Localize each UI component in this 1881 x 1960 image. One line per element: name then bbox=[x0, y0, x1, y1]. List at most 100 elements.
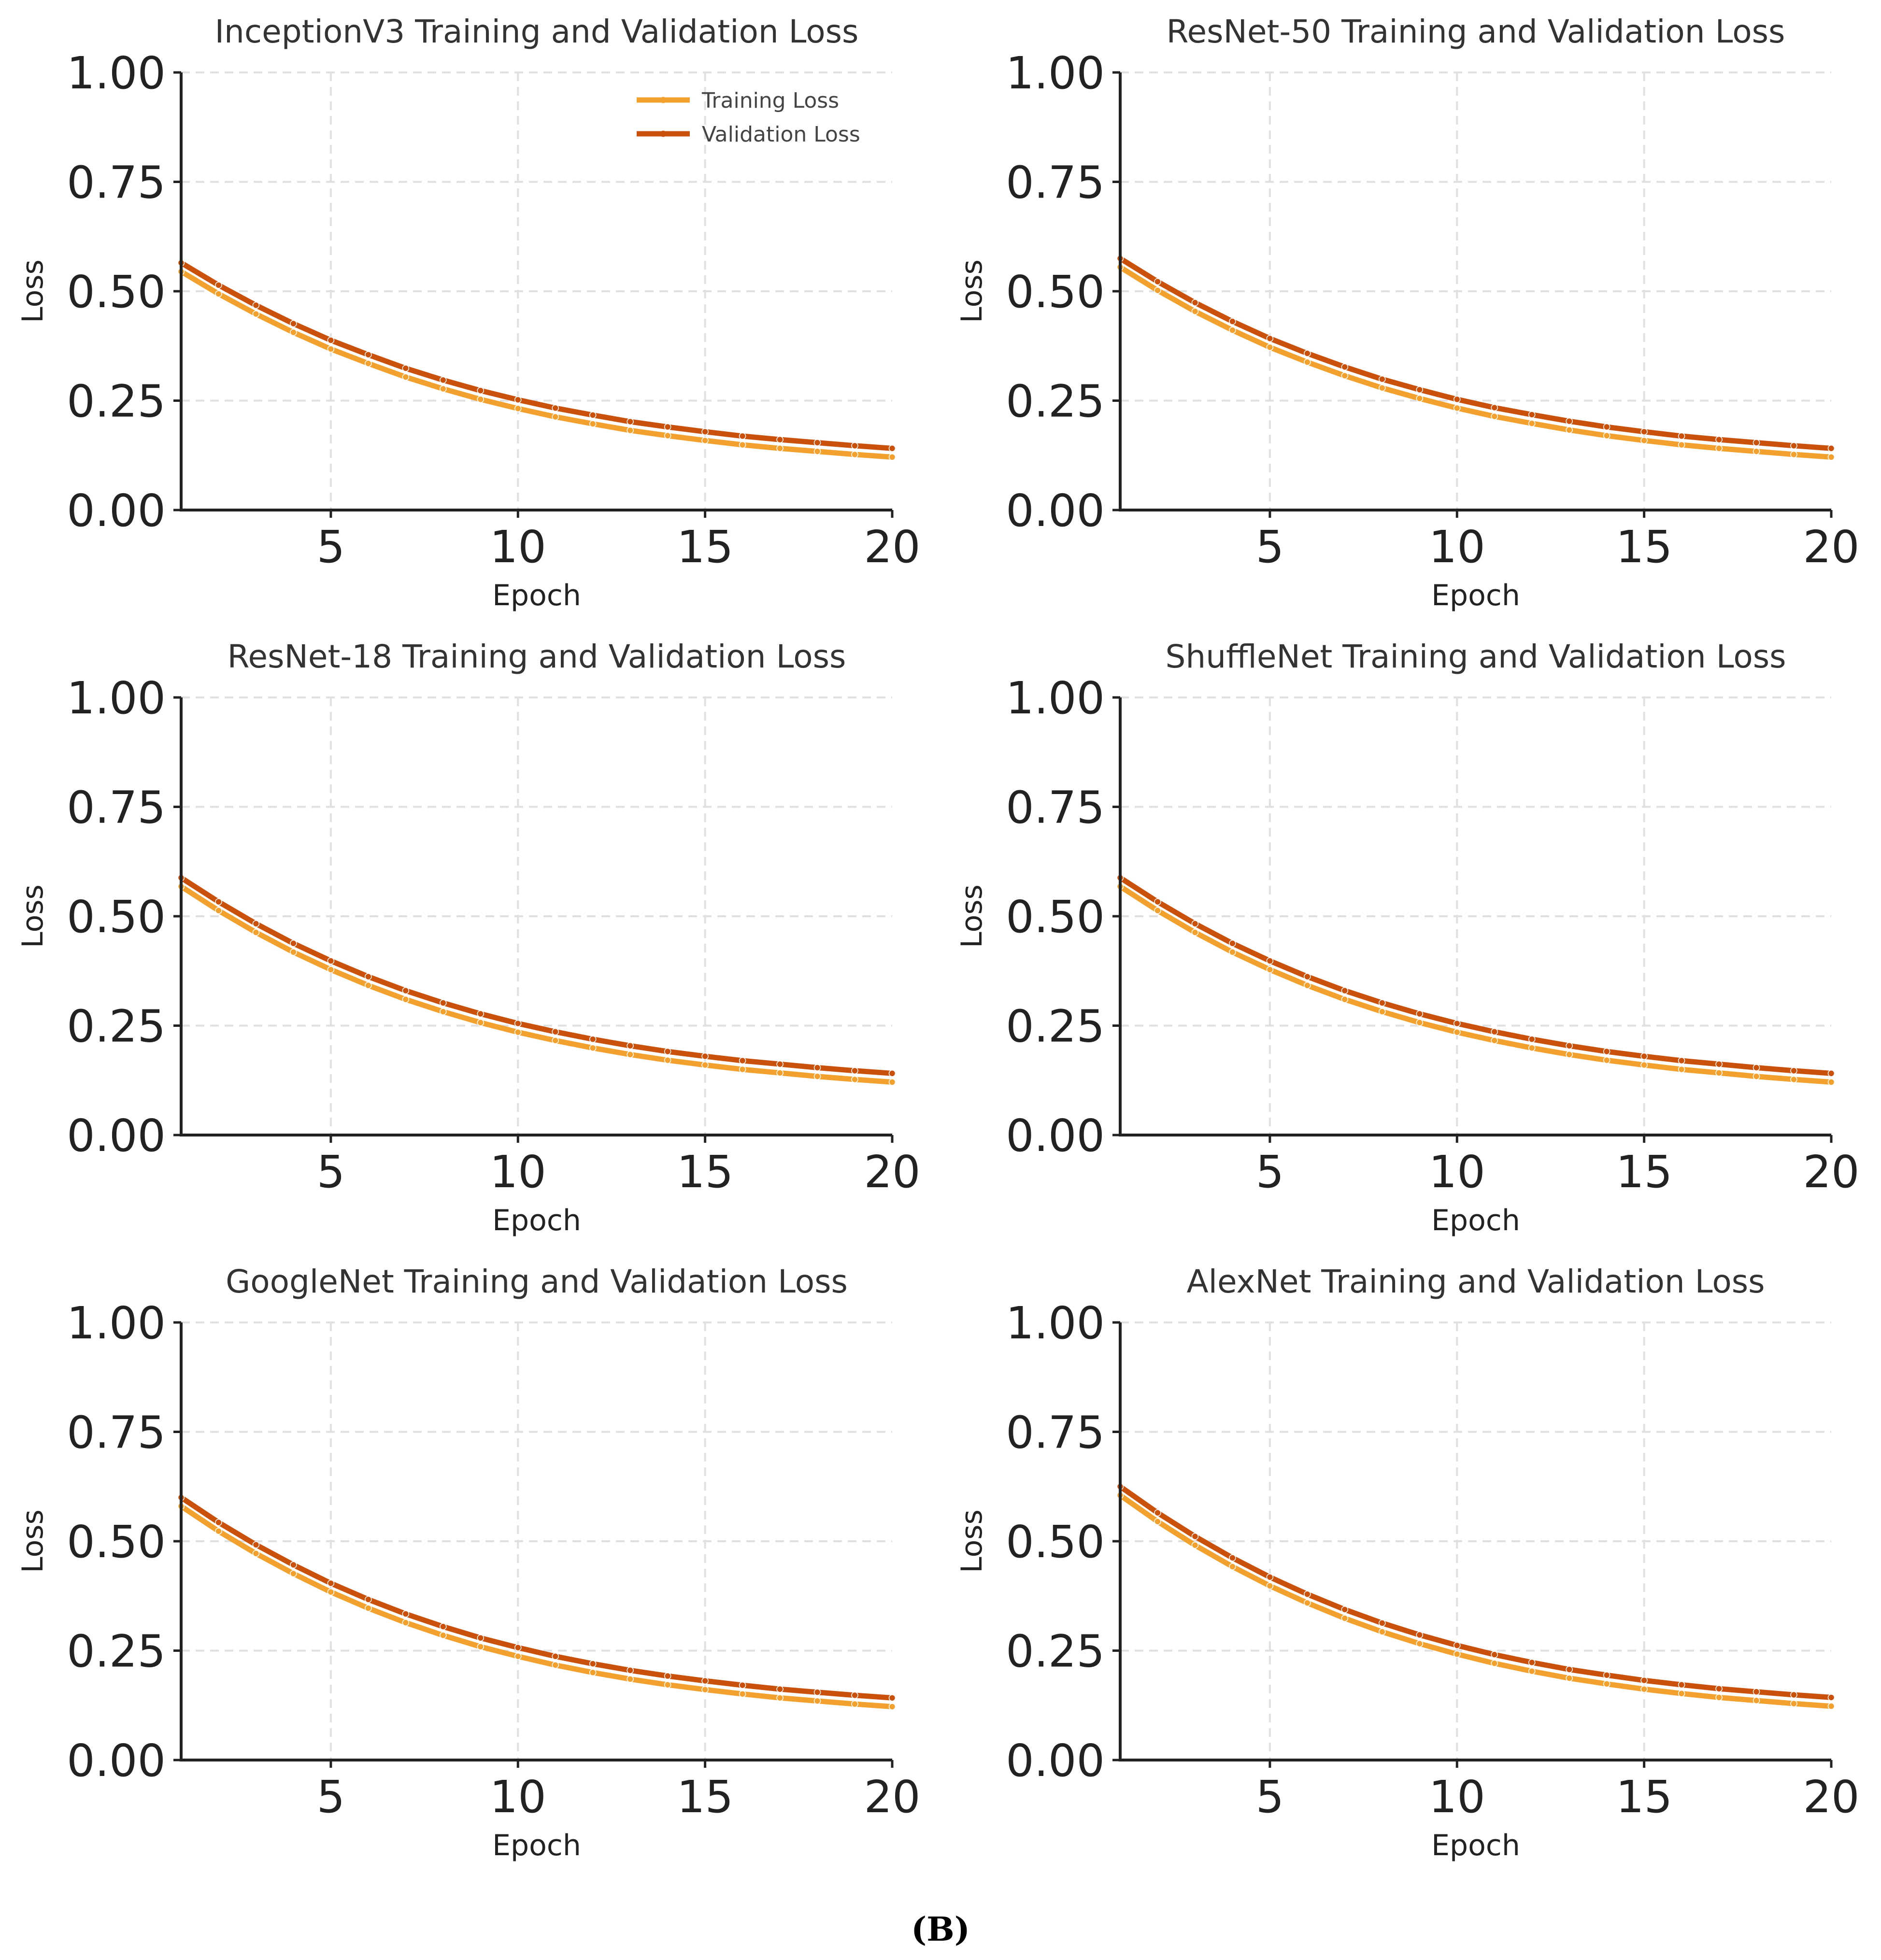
validation-loss-point bbox=[514, 1020, 522, 1027]
training-loss-point bbox=[701, 1686, 709, 1693]
validation-loss-point bbox=[1827, 1694, 1835, 1701]
validation-loss-point bbox=[365, 1596, 372, 1603]
x-axis-label: Epoch bbox=[492, 1829, 581, 1862]
training-loss-point bbox=[215, 290, 222, 298]
training-loss-point bbox=[402, 1619, 410, 1626]
validation-loss-point bbox=[1191, 1533, 1199, 1540]
training-loss-point bbox=[1304, 981, 1311, 989]
validation-loss-point bbox=[1154, 898, 1161, 906]
x-tick-label: 20 bbox=[864, 1146, 920, 1198]
training-loss-point bbox=[739, 1065, 746, 1073]
validation-loss-point bbox=[252, 920, 260, 927]
training-loss-point bbox=[1229, 1563, 1236, 1570]
x-axis-label: Epoch bbox=[1431, 1829, 1520, 1862]
validation-loss-point bbox=[1304, 973, 1311, 980]
training-loss-point bbox=[664, 432, 671, 440]
training-loss-point bbox=[1454, 404, 1461, 412]
validation-loss-point bbox=[1603, 423, 1610, 431]
validation-loss-point bbox=[252, 301, 260, 309]
training-loss-point bbox=[776, 1694, 784, 1702]
x-tick-label: 5 bbox=[1256, 1771, 1284, 1823]
legend-marker bbox=[660, 130, 667, 137]
validation-loss-point bbox=[888, 445, 896, 452]
training-loss-point bbox=[1341, 372, 1349, 380]
y-tick-label: 0.75 bbox=[67, 782, 166, 834]
training-loss-point bbox=[1715, 1694, 1723, 1701]
training-loss-point bbox=[1191, 1541, 1199, 1549]
y-tick-label: 0.75 bbox=[1006, 1407, 1105, 1459]
training-loss-point bbox=[514, 1653, 522, 1660]
training-loss-line bbox=[1117, 883, 1834, 1085]
training-loss-point bbox=[402, 995, 410, 1003]
y-axis-label: Loss bbox=[955, 884, 989, 948]
training-loss-point bbox=[739, 1690, 746, 1698]
training-loss-point bbox=[1790, 1076, 1797, 1083]
training-loss-point bbox=[290, 949, 297, 956]
x-axis-label: Epoch bbox=[1431, 579, 1520, 612]
training-loss-point bbox=[739, 441, 746, 449]
training-loss-point bbox=[1715, 1069, 1723, 1077]
training-loss-point bbox=[552, 1037, 559, 1044]
training-loss-point bbox=[290, 1570, 297, 1577]
validation-loss-point bbox=[589, 1036, 597, 1043]
validation-loss-point bbox=[552, 1028, 559, 1036]
training-loss-point bbox=[627, 1676, 634, 1683]
chart-legend: Training Loss Validation Loss bbox=[637, 88, 860, 147]
y-axis-label: Loss bbox=[955, 1509, 989, 1573]
validation-loss-point bbox=[1491, 404, 1498, 412]
y-tick-label: 1.00 bbox=[1006, 47, 1105, 99]
y-tick-label: 0.75 bbox=[67, 157, 166, 209]
validation-loss-point bbox=[1678, 1681, 1685, 1689]
validation-loss-point bbox=[1715, 1685, 1723, 1692]
validation-loss-point bbox=[290, 1561, 297, 1569]
training-loss-point bbox=[552, 413, 559, 421]
training-loss-point bbox=[1454, 1650, 1461, 1658]
validation-loss-point bbox=[1753, 1064, 1760, 1071]
training-loss-point bbox=[365, 1605, 372, 1612]
validation-loss-point bbox=[1528, 411, 1536, 418]
training-loss-point bbox=[627, 426, 634, 434]
x-tick-label: 5 bbox=[317, 1771, 345, 1823]
validation-loss-point bbox=[627, 1042, 634, 1050]
y-tick-label: 0.50 bbox=[67, 266, 166, 318]
x-tick-label: 15 bbox=[677, 521, 733, 573]
chart-panel: AlexNet Training and Validation Loss 5 10 1… bbox=[955, 1263, 1860, 1862]
validation-loss-point bbox=[1379, 375, 1386, 383]
validation-loss-point bbox=[1416, 386, 1424, 394]
training-loss-point bbox=[1341, 995, 1349, 1003]
validation-loss-point bbox=[1454, 1642, 1461, 1649]
training-loss-point bbox=[552, 1662, 559, 1669]
validation-loss-point bbox=[851, 1691, 858, 1699]
validation-loss-point bbox=[701, 1677, 709, 1685]
y-tick-label: 0.00 bbox=[67, 1110, 166, 1162]
y-tick-label: 0.25 bbox=[1006, 376, 1105, 427]
chart-title: ResNet-18 Training and Validation Loss bbox=[228, 638, 846, 675]
training-loss-point bbox=[1416, 395, 1424, 402]
x-tick-label: 15 bbox=[1616, 1146, 1672, 1198]
training-loss-point bbox=[477, 1643, 484, 1650]
validation-loss-point bbox=[813, 439, 821, 446]
legend-marker bbox=[660, 97, 667, 103]
y-tick-label: 0.25 bbox=[1006, 1001, 1105, 1052]
validation-loss-point bbox=[1341, 363, 1349, 370]
validation-loss-point bbox=[1566, 417, 1573, 425]
validation-loss-point bbox=[215, 282, 222, 289]
y-tick-label: 0.25 bbox=[1006, 1626, 1105, 1677]
y-tick-label: 1.00 bbox=[1006, 1297, 1105, 1349]
validation-loss-point bbox=[1229, 318, 1236, 325]
training-loss-point bbox=[1753, 1073, 1760, 1080]
y-tick-label: 1.00 bbox=[67, 1297, 166, 1349]
y-tick-label: 0.00 bbox=[1006, 1110, 1105, 1162]
training-loss-point bbox=[851, 451, 858, 458]
validation-loss-point bbox=[589, 1660, 597, 1667]
validation-loss-point bbox=[1416, 1010, 1424, 1018]
validation-loss-point bbox=[888, 1070, 896, 1077]
validation-loss-point bbox=[552, 404, 559, 412]
validation-loss-point bbox=[664, 423, 671, 431]
training-loss-point bbox=[1154, 907, 1161, 914]
validation-loss-point bbox=[851, 442, 858, 450]
panels-grid: InceptionV3 Training and Validation Loss… bbox=[16, 13, 1860, 1862]
x-tick-label: 5 bbox=[317, 1146, 345, 1198]
chart-panel: GoogleNet Training and Validation Loss 5 1… bbox=[16, 1263, 921, 1862]
y-axis-label: Loss bbox=[955, 259, 989, 323]
